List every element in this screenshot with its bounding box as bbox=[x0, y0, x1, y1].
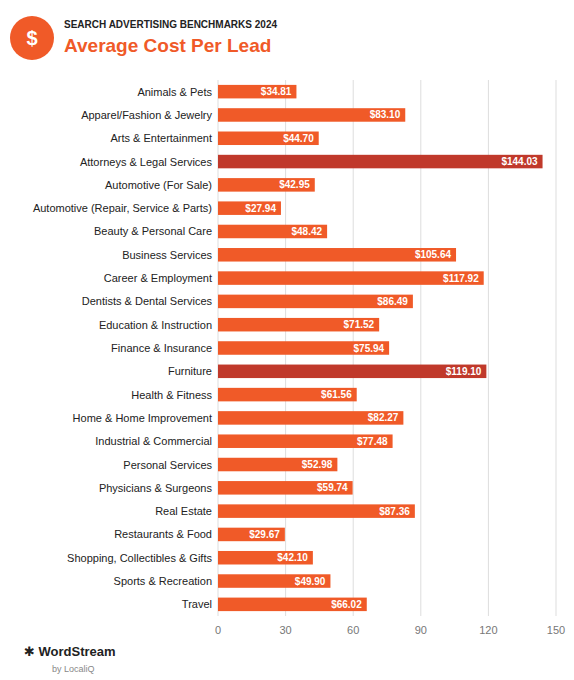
x-tick-label: 0 bbox=[215, 624, 221, 636]
bar bbox=[218, 155, 543, 169]
data-label: $34.81 bbox=[261, 86, 292, 97]
data-label: $75.94 bbox=[354, 343, 385, 354]
category-label: Real Estate bbox=[155, 505, 212, 517]
data-label: $59.74 bbox=[317, 482, 348, 493]
bar bbox=[218, 504, 415, 518]
bar bbox=[218, 388, 357, 402]
category-label: Personal Services bbox=[123, 459, 212, 471]
data-label: $119.10 bbox=[446, 366, 482, 377]
y-tick-labels: Animals & Pets Apparel/Fashion & Jewelry A… bbox=[33, 86, 213, 611]
x-tick-label: 90 bbox=[415, 624, 427, 636]
x-tick-label: 120 bbox=[479, 624, 497, 636]
category-label: Attorneys & Legal Services bbox=[80, 156, 213, 168]
category-label: Shopping, Collectibles & Gifts bbox=[67, 552, 212, 564]
data-labels: $34.81 $83.10 $44.70 $144.03 $42.95 $27.94 $48… bbox=[245, 86, 538, 610]
data-label: $29.67 bbox=[249, 529, 280, 540]
category-label: Beauty & Personal Care bbox=[94, 225, 212, 237]
x-tick-labels: 0 30 60 90 120 150 bbox=[215, 624, 565, 636]
x-tick-label: 150 bbox=[547, 624, 565, 636]
title: Average Cost Per Lead bbox=[64, 35, 271, 56]
data-label: $44.70 bbox=[283, 133, 314, 144]
logo-byline: by LocaliQ bbox=[52, 664, 95, 674]
data-label: $66.02 bbox=[331, 599, 362, 610]
data-label: $48.42 bbox=[292, 226, 323, 237]
bars bbox=[218, 85, 543, 611]
bar bbox=[218, 458, 337, 472]
data-label: $105.64 bbox=[415, 249, 452, 260]
subtitle: SEARCH ADVERTISING BENCHMARKS 2024 bbox=[64, 19, 277, 30]
category-label: Automotive (Repair, Service & Parts) bbox=[33, 202, 212, 214]
logo: ✱ WordStream bbox=[24, 644, 116, 659]
bar bbox=[218, 481, 353, 495]
x-grid bbox=[218, 80, 556, 616]
category-label: Home & Home Improvement bbox=[73, 412, 212, 424]
header-icon: $ bbox=[10, 16, 54, 60]
data-label: $42.10 bbox=[277, 552, 308, 563]
bar bbox=[218, 411, 403, 425]
category-label: Furniture bbox=[168, 365, 212, 377]
data-label: $87.36 bbox=[379, 506, 410, 517]
category-label: Business Services bbox=[122, 249, 212, 261]
data-label: $86.49 bbox=[377, 296, 408, 307]
data-label: $117.92 bbox=[443, 273, 479, 284]
data-label: $52.98 bbox=[302, 459, 333, 470]
category-label: Travel bbox=[182, 598, 212, 610]
category-label: Sports & Recreation bbox=[114, 575, 212, 587]
data-label: $42.95 bbox=[279, 179, 310, 190]
bar bbox=[218, 574, 330, 588]
category-label: Education & Instruction bbox=[99, 319, 212, 331]
bar bbox=[218, 108, 405, 122]
category-label: Career & Employment bbox=[104, 272, 212, 284]
grid-line bbox=[556, 80, 557, 616]
bar bbox=[218, 551, 313, 565]
data-label: $27.94 bbox=[245, 203, 276, 214]
category-label: Physicians & Surgeons bbox=[99, 482, 213, 494]
bar bbox=[218, 271, 484, 285]
bar bbox=[218, 434, 393, 448]
category-label: Restaurants & Food bbox=[114, 528, 212, 540]
category-label: Dentists & Dental Services bbox=[82, 295, 213, 307]
bar bbox=[218, 178, 315, 192]
bar bbox=[218, 528, 285, 542]
category-label: Animals & Pets bbox=[137, 86, 212, 98]
bar bbox=[218, 365, 486, 379]
data-label: $61.56 bbox=[321, 389, 352, 400]
category-label: Finance & Insurance bbox=[111, 342, 212, 354]
bar bbox=[218, 248, 456, 262]
x-tick-label: 60 bbox=[347, 624, 359, 636]
data-label: $83.10 bbox=[370, 109, 401, 120]
chart: $ SEARCH ADVERTISING BENCHMARKS 2024 Avera… bbox=[0, 0, 574, 680]
category-label: Apparel/Fashion & Jewelry bbox=[81, 109, 212, 121]
icon-circle bbox=[10, 16, 54, 60]
category-label: Industrial & Commercial bbox=[95, 435, 212, 447]
data-label: $71.52 bbox=[344, 319, 375, 330]
background bbox=[0, 0, 574, 680]
data-label: $49.90 bbox=[295, 576, 326, 587]
bar bbox=[218, 318, 379, 332]
data-label: $77.48 bbox=[357, 436, 388, 447]
bar bbox=[218, 341, 389, 355]
category-label: Automotive (For Sale) bbox=[105, 179, 212, 191]
data-label: $82.27 bbox=[368, 412, 399, 423]
bar bbox=[218, 598, 367, 612]
bar bbox=[218, 201, 281, 215]
bar bbox=[218, 295, 413, 309]
category-label: Health & Fitness bbox=[131, 389, 212, 401]
bar bbox=[218, 225, 327, 239]
data-label: $144.03 bbox=[501, 156, 538, 167]
x-tick-label: 30 bbox=[279, 624, 291, 636]
bar bbox=[218, 132, 319, 146]
bar bbox=[218, 85, 296, 99]
icon-text: $ bbox=[26, 27, 37, 49]
category-label: Arts & Entertainment bbox=[111, 132, 213, 144]
